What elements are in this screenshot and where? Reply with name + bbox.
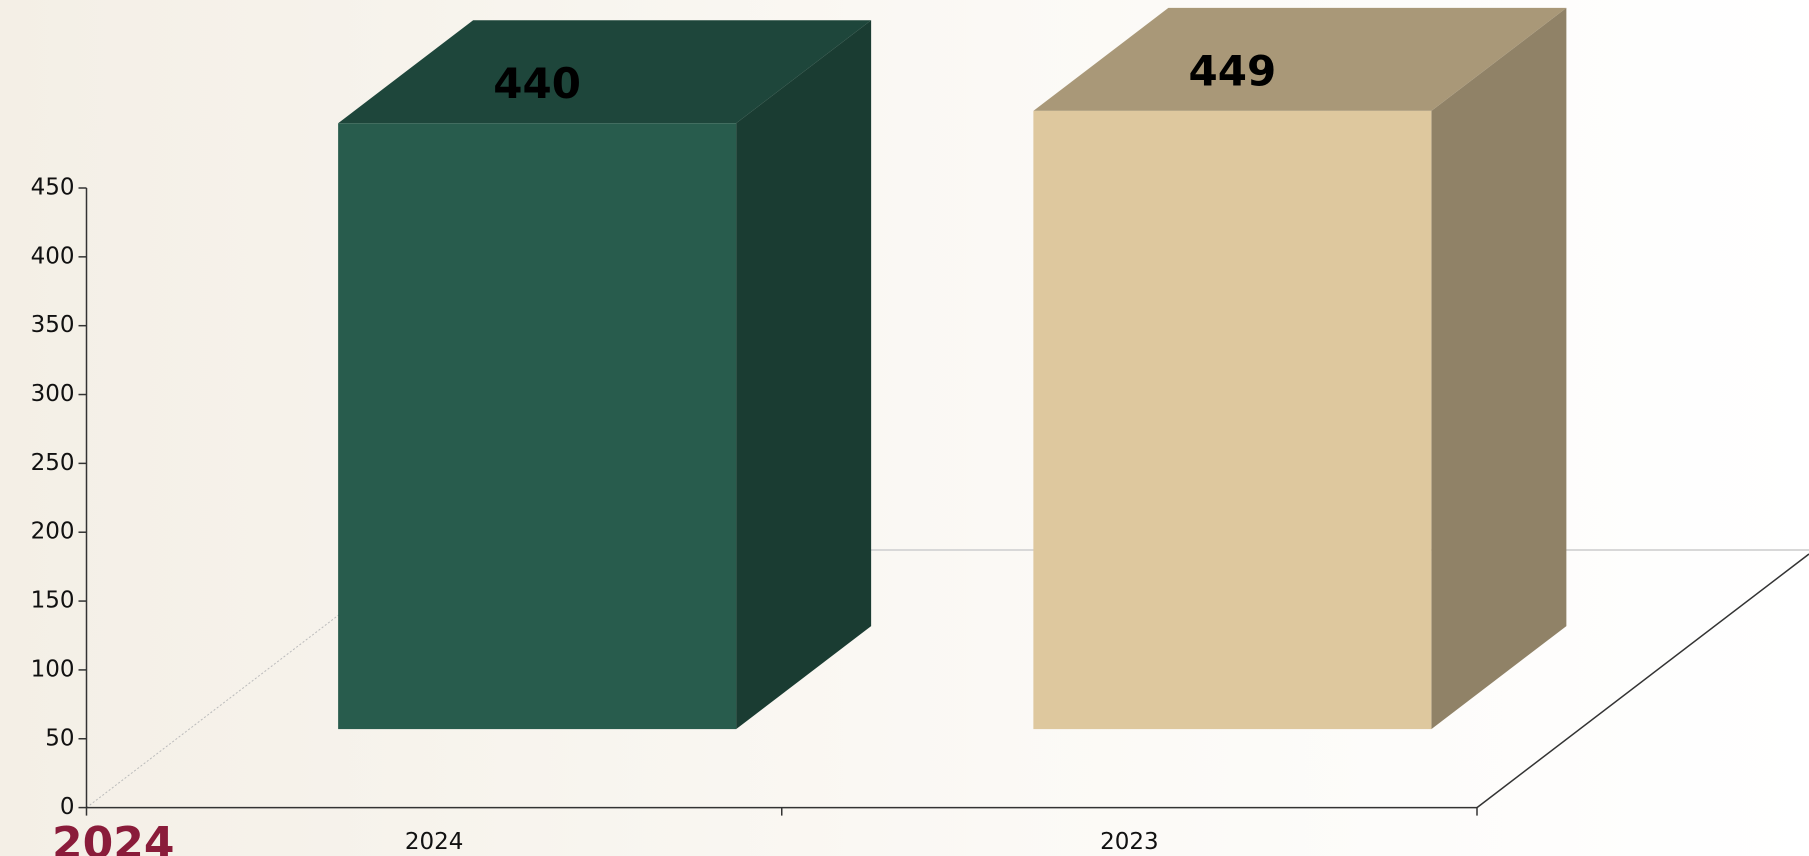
y-tick-label: 300 bbox=[31, 381, 75, 407]
y-tick-label: 150 bbox=[31, 588, 75, 614]
y-tick-label: 200 bbox=[31, 519, 75, 545]
y-tick-label: 0 bbox=[60, 794, 75, 820]
floor-edge bbox=[1476, 553, 1809, 809]
bar-top bbox=[338, 20, 872, 124]
watermark: 2024 bbox=[52, 818, 174, 856]
y-tick-label: 350 bbox=[31, 312, 75, 338]
value-label: 449 bbox=[1189, 46, 1277, 95]
value-label: 440 bbox=[493, 59, 581, 108]
y-tick-label: 400 bbox=[31, 243, 75, 269]
x-tick-label: 2023 bbox=[1100, 829, 1159, 855]
bar bbox=[1033, 110, 1432, 730]
y-tick-label: 450 bbox=[31, 175, 75, 201]
y-tick-label: 100 bbox=[31, 656, 75, 682]
x-tick-label: 2024 bbox=[405, 829, 464, 855]
bar-side bbox=[1431, 7, 1567, 730]
y-tick-label: 250 bbox=[31, 450, 75, 476]
bar-side bbox=[736, 20, 872, 730]
bar bbox=[338, 123, 737, 730]
y-tick-label: 50 bbox=[45, 725, 74, 751]
plot: 0 50 100 150 200 250 300 350 400 450 440 2024 449 202… bbox=[31, 7, 1567, 855]
bar-top bbox=[1033, 7, 1567, 111]
floor-edge bbox=[86, 613, 341, 808]
